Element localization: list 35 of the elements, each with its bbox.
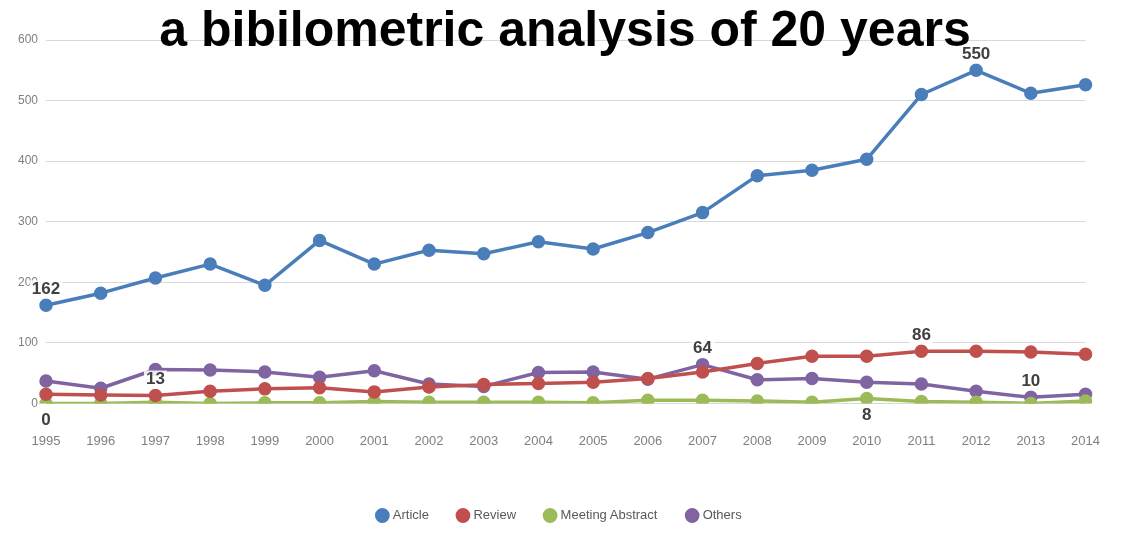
data-label: 86	[911, 325, 931, 344]
y-tick-label: 500	[17, 92, 39, 107]
x-tick-label: 2010	[852, 432, 882, 448]
x-tick-label: 2003	[469, 432, 499, 448]
y-tick-label: 400	[17, 153, 39, 168]
x-tick-label: 2004	[523, 432, 553, 448]
x-tick-label: 2007	[688, 432, 718, 448]
x-tick-label: 1997	[140, 432, 170, 448]
x-tick-label: 2013	[1016, 432, 1046, 448]
data-label: 8	[861, 405, 872, 425]
x-tick-label: 2011	[907, 432, 936, 448]
y-tick-label: 0	[31, 395, 39, 410]
data-label: 64	[693, 338, 713, 358]
legend-label: Review	[473, 507, 517, 523]
y-tick-label: 100	[17, 335, 39, 350]
data-label: 10	[1021, 371, 1041, 391]
y-tick-label: 600	[17, 32, 39, 47]
x-tick-label: 2009	[797, 432, 827, 448]
x-tick-label: 1998	[195, 432, 225, 448]
x-tick-label: 2000	[305, 432, 335, 448]
x-tick-label: 2002	[414, 432, 444, 448]
legend-label: Others	[702, 507, 743, 523]
legend-label: Meeting Abstract	[560, 507, 658, 523]
y-tick-label: 300	[17, 214, 39, 229]
x-tick-label: 2012	[961, 432, 991, 448]
data-label: 13	[145, 369, 165, 389]
x-tick-label: 1999	[250, 432, 280, 448]
x-tick-label: 1996	[86, 432, 116, 448]
x-tick-label: 1995	[31, 432, 61, 448]
x-tick-label: 2014	[1071, 432, 1100, 448]
x-tick-label: 2008	[742, 432, 772, 448]
x-tick-label: 2001	[359, 432, 389, 448]
legend-label: Article	[392, 507, 429, 523]
x-tick-label: 2005	[578, 432, 608, 448]
x-tick-label: 2006	[633, 432, 663, 448]
